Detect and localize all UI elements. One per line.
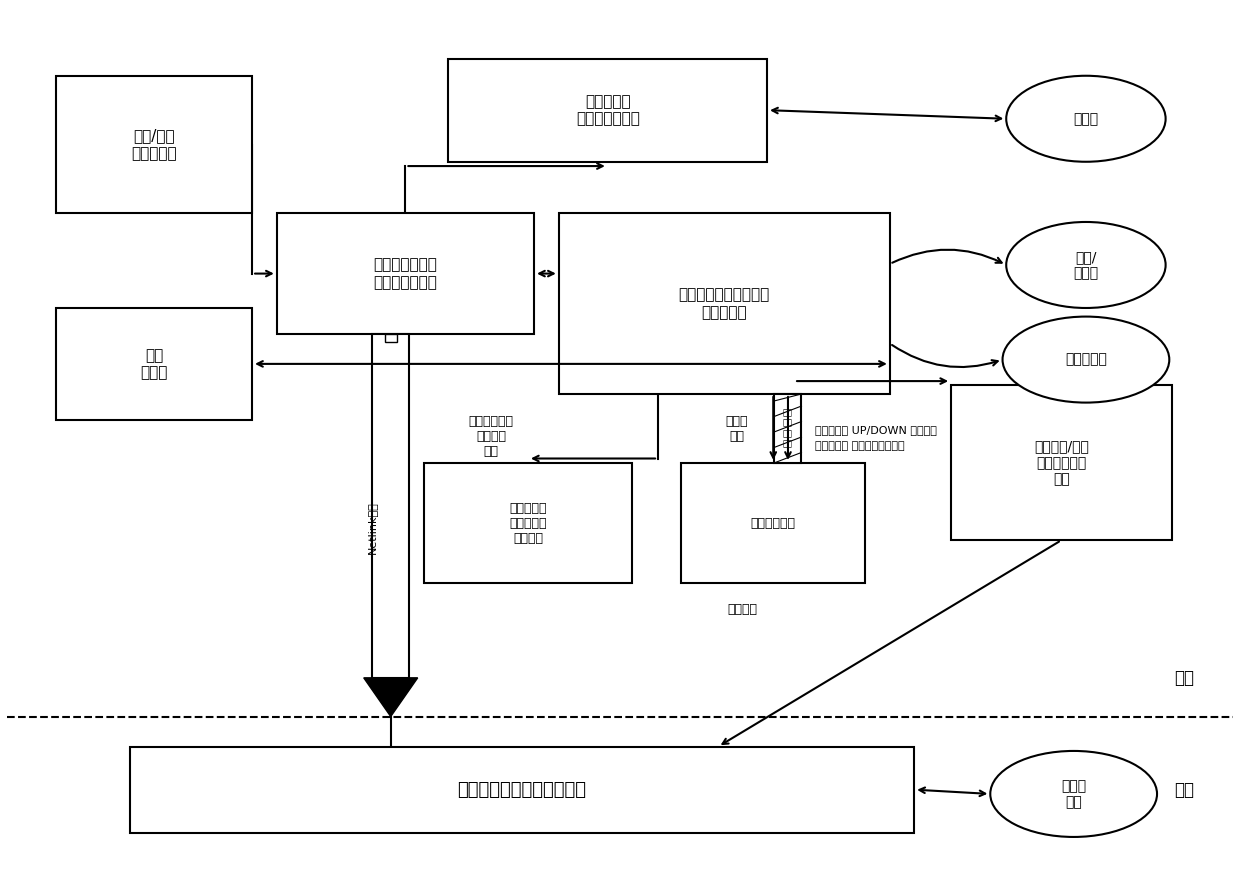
Text: 内核转
发表: 内核转 发表	[1061, 779, 1086, 809]
FancyBboxPatch shape	[424, 463, 632, 583]
FancyBboxPatch shape	[56, 76, 252, 213]
Ellipse shape	[1006, 76, 1166, 162]
Text: 映射表: 映射表	[1074, 112, 1099, 126]
Ellipse shape	[1006, 222, 1166, 308]
Text: 流表/
转发表: 流表/ 转发表	[1074, 250, 1099, 280]
Text: 动态调度: 动态调度	[728, 602, 758, 615]
Text: 同步消息队列: 同步消息队列	[750, 517, 796, 530]
Text: 事件上报/路由
信息下发接口
模块: 事件上报/路由 信息下发接口 模块	[1034, 440, 1089, 486]
Text: 用户: 用户	[1174, 669, 1194, 687]
Text: Netlink接口: Netlink接口	[367, 501, 377, 554]
Text: 查询
表模块: 查询 表模块	[140, 348, 167, 380]
Text: 映射表与流表、
转发表同步模块: 映射表与流表、 转发表同步模块	[373, 257, 438, 290]
Text: 表更新
消息: 表更新 消息	[725, 415, 748, 443]
FancyBboxPatch shape	[56, 308, 252, 420]
Ellipse shape	[991, 751, 1157, 837]
FancyBboxPatch shape	[384, 334, 397, 343]
Text: 数据面节点 UP/DOWN 事件上报: 数据面节点 UP/DOWN 事件上报	[815, 425, 937, 435]
Text: 数据面节点 重新同步事件上报: 数据面节点 重新同步事件上报	[815, 440, 904, 451]
Text: 内核: 内核	[1174, 780, 1194, 799]
Ellipse shape	[1003, 316, 1169, 403]
Text: 同步
队列
通知
通道: 同步 队列 通知 通道	[782, 408, 792, 448]
FancyBboxPatch shape	[372, 334, 409, 678]
Text: 数据面节点
启动下发转
发表队列: 数据面节点 启动下发转 发表队列	[510, 502, 547, 545]
Text: 接口状态表: 接口状态表	[1065, 352, 1107, 366]
Text: 下发全局流表
与转发表
消息: 下发全局流表 与转发表 消息	[469, 415, 513, 459]
FancyBboxPatch shape	[775, 394, 801, 463]
FancyBboxPatch shape	[129, 746, 914, 833]
FancyBboxPatch shape	[449, 59, 768, 162]
FancyBboxPatch shape	[951, 385, 1172, 540]
FancyBboxPatch shape	[681, 463, 866, 583]
FancyBboxPatch shape	[559, 213, 890, 394]
FancyBboxPatch shape	[277, 213, 534, 334]
Text: 添加/删除
静态表模块: 添加/删除 静态表模块	[131, 128, 177, 161]
Text: 全局流表与转发表管理
与维护模块: 全局流表与转发表管理 与维护模块	[678, 288, 770, 320]
Polygon shape	[363, 678, 418, 717]
Text: 内核转发表管理与维护进程: 内核转发表管理与维护进程	[458, 780, 587, 799]
Text: 全局映射表
管理与维护模块: 全局映射表 管理与维护模块	[575, 94, 640, 127]
